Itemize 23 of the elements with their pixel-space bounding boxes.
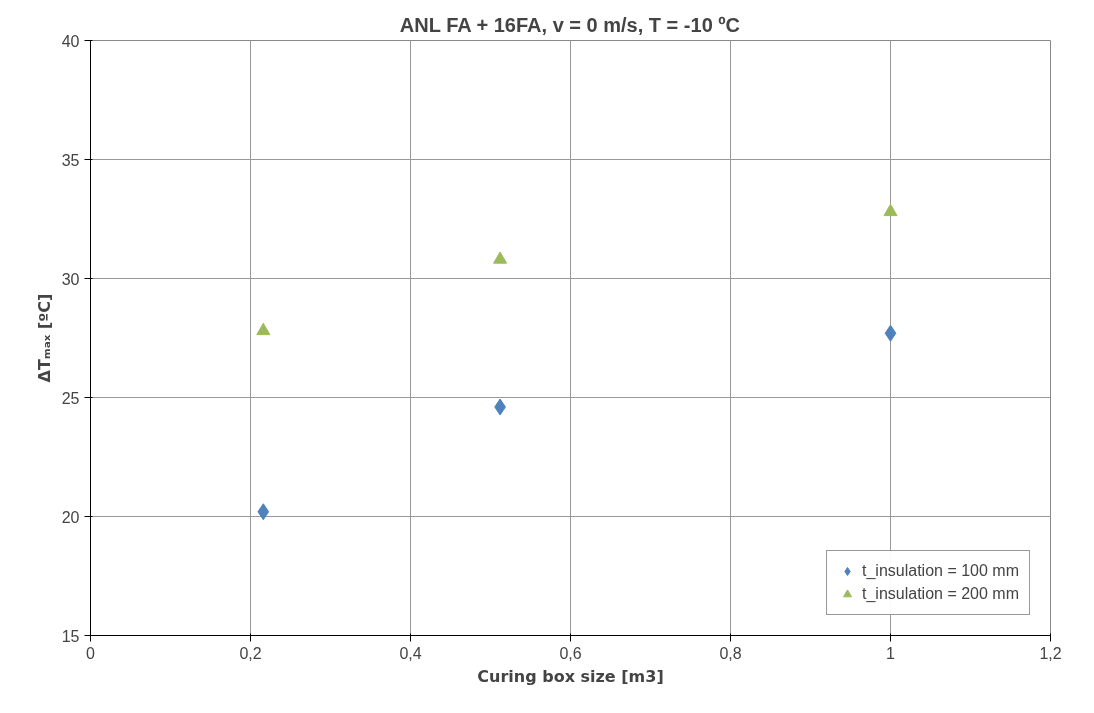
point: [883, 203, 898, 217]
x-axis-title: Curing box size [m3]: [477, 666, 664, 686]
x-tick-label: 0,2: [239, 644, 262, 662]
chart-title: ANL FA + 16FA, v = 0 m/s, T = -10 ºC: [399, 13, 741, 36]
x-tick-label: 0: [86, 644, 96, 662]
x-tick-label: 1,2: [1039, 644, 1062, 662]
point: [884, 324, 897, 342]
y-tick-label: 20: [61, 508, 80, 526]
y-tick-label: 30: [61, 270, 80, 288]
y-tick-label: 15: [61, 627, 80, 645]
y-axis-title: ΔTₘₐₓ [ºC]: [34, 293, 54, 383]
y-tick-label: 25: [61, 389, 80, 407]
legend-label: t_insulation = 100 mm: [862, 562, 1019, 580]
point: [493, 251, 508, 264]
x-tick-label: 0,6: [559, 644, 582, 662]
x-tick-label: 0,4: [399, 644, 422, 662]
point: [257, 503, 270, 521]
y-tick-label: 35: [61, 151, 80, 169]
point: [256, 322, 271, 336]
x-tick-label: 1: [886, 644, 896, 662]
legend-label: t_insulation = 200 mm: [862, 585, 1019, 603]
y-tick-label: 40: [61, 32, 80, 50]
x-tick-label: 0,8: [719, 644, 742, 662]
